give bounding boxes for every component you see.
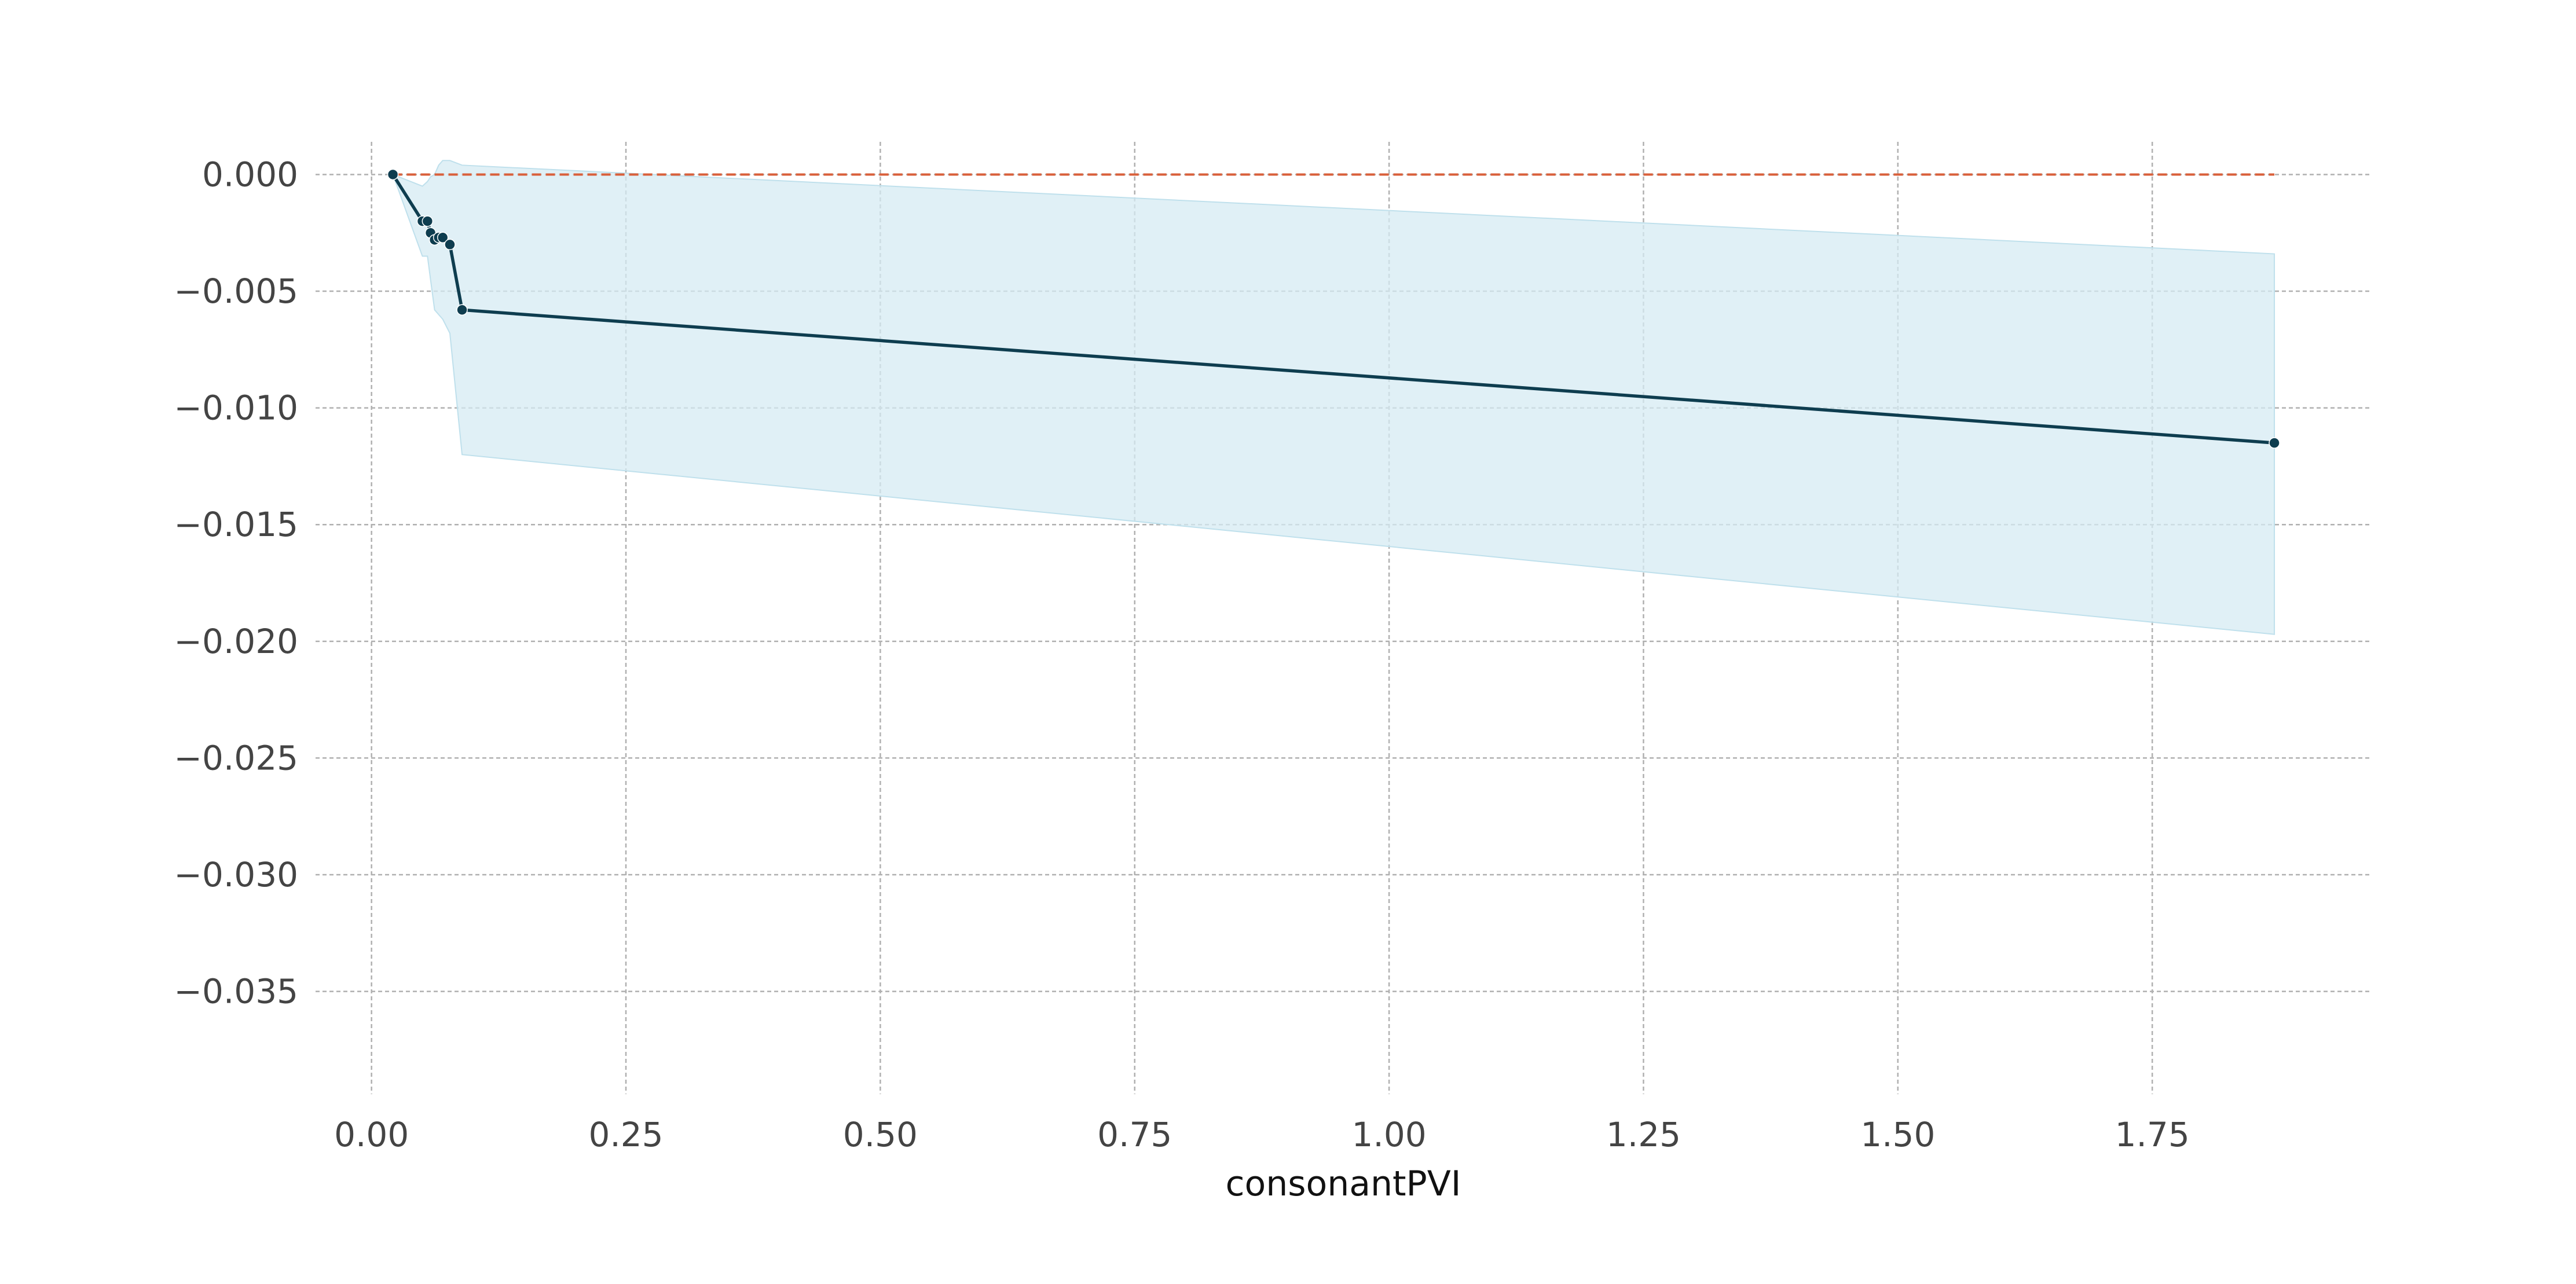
y-tick-label: −0.035 bbox=[174, 972, 298, 1011]
x-tick-label: 1.25 bbox=[1606, 1115, 1681, 1154]
y-tick-label: −0.020 bbox=[174, 622, 298, 661]
data-point bbox=[422, 215, 434, 227]
x-tick-label: 1.50 bbox=[1860, 1115, 1935, 1154]
x-tick-label: 0.25 bbox=[588, 1115, 663, 1154]
y-tick-label: −0.015 bbox=[174, 505, 298, 544]
x-tick-label: 0.75 bbox=[1097, 1115, 1172, 1154]
data-point bbox=[387, 168, 399, 181]
x-tick-label: 1.75 bbox=[2115, 1115, 2190, 1154]
data-point bbox=[444, 239, 456, 251]
y-tick-label: −0.005 bbox=[174, 272, 298, 311]
x-axis-label: consonantPVI bbox=[1226, 1164, 1461, 1204]
y-tick-labels: 0.000 −0.005 −0.010 −0.015 −0.020 −0.025 −0.03… bbox=[174, 155, 298, 1011]
y-tick-label: −0.010 bbox=[174, 388, 298, 428]
data-point bbox=[437, 232, 449, 244]
x-tick-label: 1.00 bbox=[1352, 1115, 1427, 1154]
x-tick-label: 0.50 bbox=[843, 1115, 918, 1154]
x-tick-label: 0.00 bbox=[334, 1115, 409, 1154]
x-tick-labels: 0.00 0.25 0.50 0.75 1.00 1.25 1.50 1.75 bbox=[334, 1115, 2190, 1154]
y-tick-label: −0.030 bbox=[174, 855, 298, 894]
data-point bbox=[2269, 437, 2280, 449]
y-tick-label: 0.000 bbox=[202, 155, 298, 194]
series-layer bbox=[387, 168, 2280, 449]
data-point bbox=[456, 304, 468, 316]
x-gridlines bbox=[371, 142, 2153, 1094]
y-tick-label: −0.025 bbox=[174, 738, 298, 777]
